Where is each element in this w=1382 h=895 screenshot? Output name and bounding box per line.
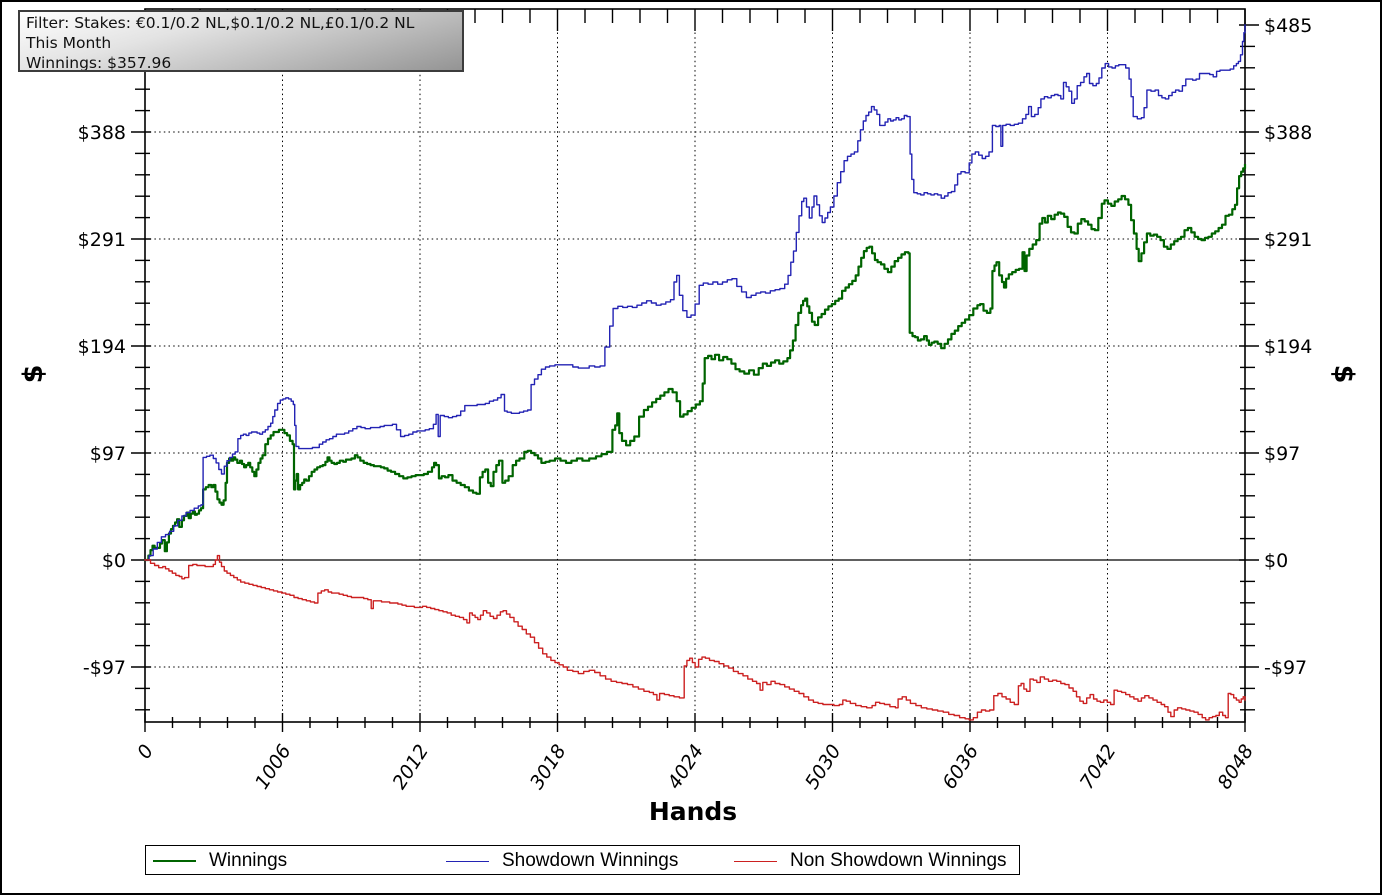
x-tick-label: 2012 xyxy=(388,741,433,794)
legend: Winnings Showdown Winnings Non Showdown … xyxy=(145,845,1020,875)
x-tick-label: 7042 xyxy=(1076,741,1121,794)
y-tick-label-right: -$97 xyxy=(1264,657,1307,679)
legend-label-winnings: Winnings xyxy=(209,850,288,871)
x-tick-label: 5030 xyxy=(801,741,846,794)
non-showdown-winnings-line-sample xyxy=(734,860,777,862)
x-tick-label: 8048 xyxy=(1213,741,1258,794)
y-tick-label-left: $388 xyxy=(78,122,126,144)
legend-label-non-showdown-winnings: Non Showdown Winnings xyxy=(790,850,1007,871)
winnings-line-sample xyxy=(153,860,196,862)
y-tick-label-left: -$97 xyxy=(83,657,126,679)
plot-frame xyxy=(144,8,1246,723)
legend-entry-winnings: Winnings xyxy=(153,846,287,876)
y-tick-label-left: $291 xyxy=(78,229,126,251)
y-tick-label-left: $0 xyxy=(102,550,126,572)
x-tick-label: 6036 xyxy=(938,741,983,794)
filter-winnings-line: Winnings: $357.96 xyxy=(26,54,172,72)
y-tick-label-right: $194 xyxy=(1264,336,1312,358)
y-tick-label-right: $97 xyxy=(1264,443,1300,465)
x-axis-title: Hands xyxy=(649,797,737,826)
filter-period-line: This Month xyxy=(26,34,112,52)
y-axis-title-right: $ xyxy=(1328,365,1359,384)
legend-entry-non-showdown-winnings: Non Showdown Winnings xyxy=(734,846,1007,876)
filter-stakes-line: Filter: Stakes: €0.1/0.2 NL,$0.1/0.2 NL,… xyxy=(26,14,415,32)
y-tick-label-right: $485 xyxy=(1264,15,1312,37)
y-tick-label-right: $388 xyxy=(1264,122,1312,144)
x-tick-label: 3018 xyxy=(526,741,571,794)
series-showdown-winnings xyxy=(144,24,1246,561)
legend-label-showdown-winnings: Showdown Winnings xyxy=(502,850,679,871)
y-tick-label-left: $194 xyxy=(78,336,126,358)
y-tick-label-right: $291 xyxy=(1264,229,1312,251)
series-winnings xyxy=(143,164,1247,562)
x-tick-label: 1006 xyxy=(251,741,296,794)
legend-entry-showdown-winnings: Showdown Winnings xyxy=(446,846,678,876)
x-tick-label: 0 xyxy=(133,741,158,763)
showdown-winnings-line-sample xyxy=(446,860,489,862)
y-tick-label-right: $0 xyxy=(1264,550,1288,572)
filter-info-box: Filter: Stakes: €0.1/0.2 NL,$0.1/0.2 NL,… xyxy=(18,10,464,72)
y-tick-label-left: $97 xyxy=(90,443,126,465)
y-axis-title-left: $ xyxy=(18,365,49,384)
series-non-showdown-winnings xyxy=(144,554,1246,721)
x-tick-label: 4024 xyxy=(663,741,708,794)
